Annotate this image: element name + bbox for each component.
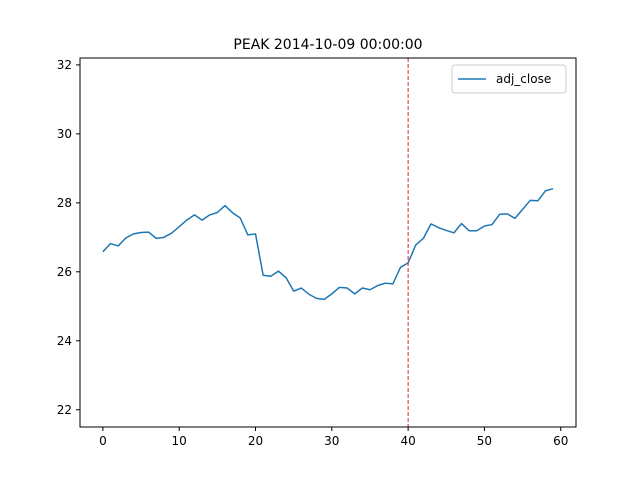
x-tick-label: 40 bbox=[400, 434, 415, 448]
y-tick-label: 24 bbox=[57, 334, 72, 348]
legend-box bbox=[451, 64, 567, 94]
legend-label: adj_close bbox=[496, 72, 551, 86]
y-tick-label: 26 bbox=[57, 265, 72, 279]
axes-frame bbox=[79, 57, 577, 428]
x-tick-label: 60 bbox=[553, 434, 568, 448]
x-axis: 0 10 20 30 40 50 60 bbox=[99, 427, 568, 448]
x-tick-label: 0 bbox=[99, 434, 107, 448]
chart-title: PEAK 2014-10-09 00:00:00 bbox=[233, 37, 422, 53]
y-axis: 22 24 26 28 30 32 bbox=[57, 58, 80, 417]
x-tick-label: 20 bbox=[248, 434, 263, 448]
x-tick-label: 50 bbox=[477, 434, 492, 448]
y-tick-label: 22 bbox=[57, 403, 72, 417]
y-tick-label: 32 bbox=[57, 58, 72, 72]
x-tick-label: 10 bbox=[172, 434, 187, 448]
x-tick-label: 30 bbox=[324, 434, 339, 448]
y-tick-label: 28 bbox=[57, 196, 72, 210]
plot-area bbox=[102, 58, 554, 427]
y-tick-label: 30 bbox=[57, 127, 72, 141]
series-line-adj-close bbox=[102, 187, 554, 301]
legend: adj_close bbox=[451, 64, 567, 94]
